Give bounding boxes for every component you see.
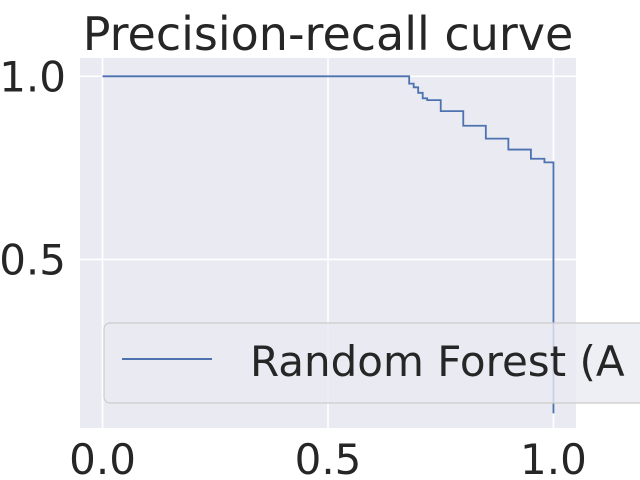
- legend: Random Forest (A: [103, 322, 640, 404]
- x-tick-labels: 0.0 0.5 1.0: [69, 435, 587, 480]
- x-tick-label: 0.0: [69, 435, 136, 480]
- legend-box: [103, 322, 640, 404]
- y-tick-label: 0.5: [0, 235, 66, 284]
- legend-label: Random Forest (A: [250, 337, 625, 386]
- chart-title: Precision-recall curve: [83, 7, 574, 61]
- x-tick-label: 1.0: [520, 435, 587, 480]
- series-lines: [102, 75, 555, 414]
- series-line-0: [102, 75, 555, 414]
- x-tick-label: 0.5: [295, 435, 362, 480]
- y-tick-label: 1.0: [0, 52, 66, 101]
- y-tick-labels: 0.5 1.0: [0, 52, 66, 284]
